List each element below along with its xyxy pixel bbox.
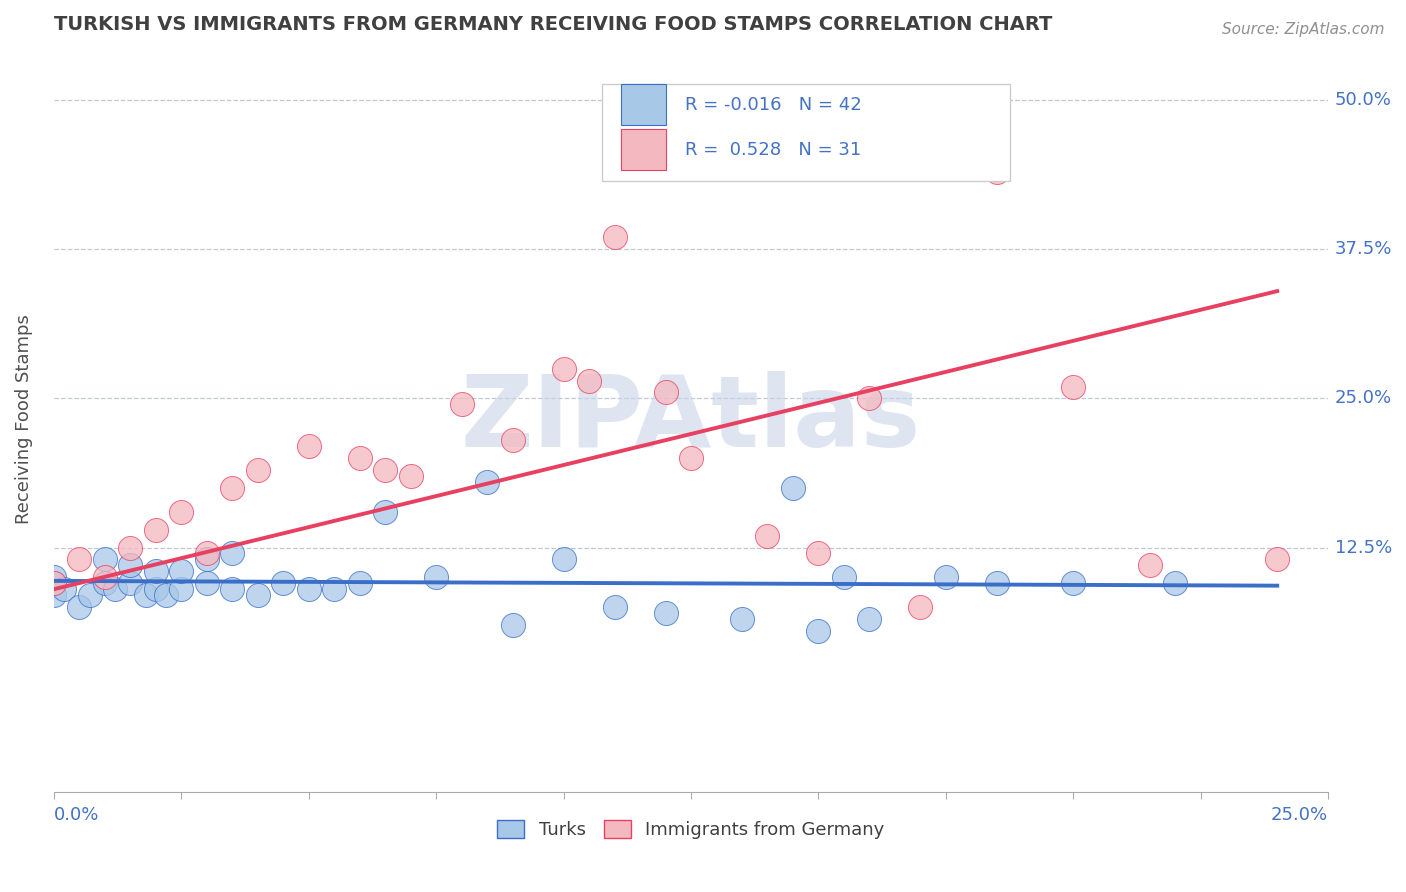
Point [1062, 379, 1084, 393]
Point [910, 600, 932, 615]
Point [654, 385, 676, 400]
Text: TURKISH VS IMMIGRANTS FROM GERMANY RECEIVING FOOD STAMPS CORRELATION CHART: TURKISH VS IMMIGRANTS FROM GERMANY RECEI… [53, 15, 1052, 34]
Point [298, 439, 321, 453]
Point [654, 606, 676, 620]
Point [475, 475, 498, 489]
Point [578, 374, 600, 388]
Point [450, 397, 472, 411]
Point [221, 582, 243, 597]
Y-axis label: Receiving Food Stamps: Receiving Food Stamps [15, 314, 32, 524]
Point [807, 546, 830, 560]
Point [858, 392, 880, 406]
FancyBboxPatch shape [602, 84, 1010, 181]
Point [603, 230, 626, 244]
Point [374, 505, 396, 519]
Point [425, 570, 447, 584]
Point [399, 469, 422, 483]
Point [935, 570, 957, 584]
Text: R = -0.016   N = 42: R = -0.016 N = 42 [685, 95, 862, 114]
Point [104, 582, 127, 597]
Text: Source: ZipAtlas.com: Source: ZipAtlas.com [1222, 22, 1385, 37]
FancyBboxPatch shape [621, 85, 665, 125]
Point [246, 588, 269, 602]
Text: ZIPAtlas: ZIPAtlas [461, 371, 921, 467]
Point [120, 576, 142, 591]
Point [79, 588, 101, 602]
Text: 50.0%: 50.0% [1334, 91, 1392, 110]
Point [42, 576, 65, 591]
Point [349, 576, 371, 591]
Point [271, 576, 294, 591]
Point [553, 361, 575, 376]
Text: 0.0%: 0.0% [53, 806, 100, 824]
Point [986, 576, 1008, 591]
Point [221, 546, 243, 560]
Point [195, 552, 218, 566]
Text: 25.0%: 25.0% [1271, 806, 1329, 824]
Point [67, 552, 90, 566]
Point [807, 624, 830, 638]
Point [246, 463, 269, 477]
Point [120, 558, 142, 573]
Point [170, 565, 193, 579]
Point [603, 600, 626, 615]
Text: 37.5%: 37.5% [1334, 240, 1392, 259]
Point [145, 565, 167, 579]
Point [731, 612, 754, 626]
Point [195, 546, 218, 560]
FancyBboxPatch shape [621, 129, 665, 170]
Point [374, 463, 396, 477]
Point [1164, 576, 1187, 591]
Point [170, 505, 193, 519]
Point [1265, 552, 1288, 566]
Point [832, 570, 855, 584]
Point [1062, 576, 1084, 591]
Point [120, 541, 142, 555]
Point [323, 582, 346, 597]
Point [42, 588, 65, 602]
Point [502, 433, 524, 447]
Point [67, 600, 90, 615]
Point [502, 618, 524, 632]
Legend: Turks, Immigrants from Germany: Turks, Immigrants from Germany [491, 813, 891, 847]
Point [42, 570, 65, 584]
Point [756, 528, 779, 542]
Text: R =  0.528   N = 31: R = 0.528 N = 31 [685, 141, 860, 159]
Text: 12.5%: 12.5% [1334, 539, 1392, 557]
Point [170, 582, 193, 597]
Point [349, 451, 371, 466]
Point [145, 582, 167, 597]
Point [221, 481, 243, 495]
Point [986, 165, 1008, 179]
Point [135, 588, 157, 602]
Point [94, 570, 117, 584]
Text: 25.0%: 25.0% [1334, 390, 1392, 408]
Point [1139, 558, 1161, 573]
Point [155, 588, 177, 602]
Point [42, 576, 65, 591]
Point [94, 552, 117, 566]
Point [195, 576, 218, 591]
Point [298, 582, 321, 597]
Point [782, 481, 804, 495]
Point [679, 451, 702, 466]
Point [858, 612, 880, 626]
Point [53, 582, 76, 597]
Point [145, 523, 167, 537]
Point [94, 576, 117, 591]
Point [553, 552, 575, 566]
